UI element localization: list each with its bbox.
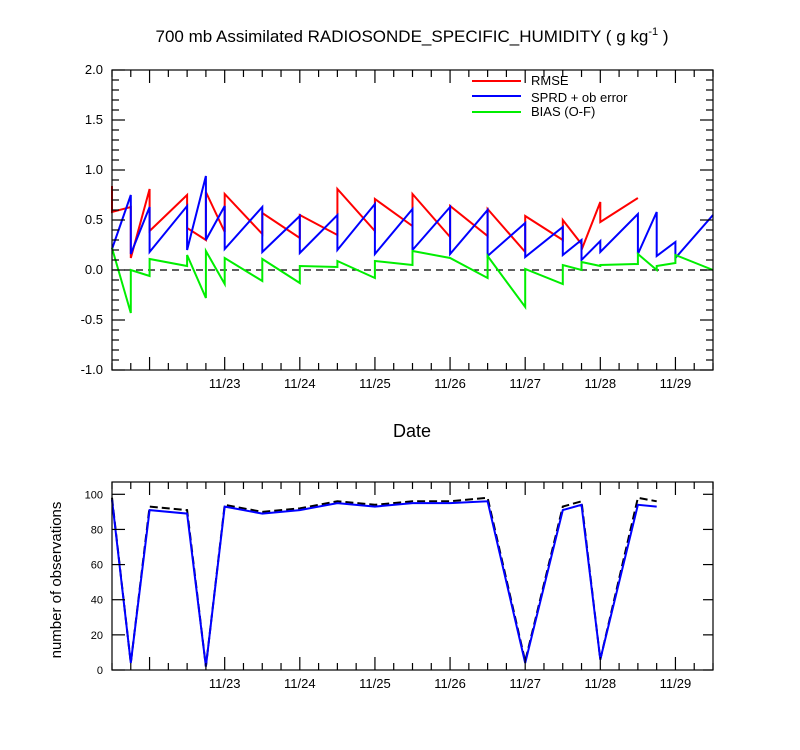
x-tick-label: 11/24 (284, 676, 316, 691)
y-tick-label: 20 (91, 630, 103, 642)
x-tick-label: 11/27 (509, 676, 541, 691)
x-tick-label: 11/28 (585, 376, 617, 391)
legend-label-rmse: RMSE (531, 73, 569, 88)
y-tick-label: 0.0 (85, 262, 103, 277)
chart-title-exponent: -1 (648, 26, 658, 38)
legend: RMSE SPRD + ob error BIAS (O-F) (472, 73, 628, 119)
series-line-bias-o-f-0 (111, 247, 714, 314)
y-tick-label: -1.0 (81, 362, 103, 377)
bottom-panel: 11/23 11/24 11/25 11/26 11/27 11/28 11/29 0 20 40… (48, 481, 714, 691)
top-panel: 11/23 11/24 11/25 11/26 11/27 11/28 11/29 -1.0 -… (81, 62, 714, 441)
x-tick-label: 11/27 (509, 376, 541, 391)
legend-label-bias: BIAS (O-F) (531, 104, 595, 119)
x-tick-label: 11/28 (585, 676, 617, 691)
x-tick-label: 11/23 (209, 676, 241, 691)
series-line-sprd-ob-error-0 (111, 175, 714, 263)
x-tick-label: 11/29 (660, 376, 692, 391)
y-tick-label: 0.5 (85, 212, 103, 227)
top-panel-ticks (111, 69, 714, 371)
bottom-panel-marks (111, 496, 657, 667)
chart-title-main: 700 mb Assimilated RADIOSONDE_SPECIFIC_H… (156, 27, 649, 46)
x-tick-label: 11/25 (359, 376, 391, 391)
y-tick-label: 1.5 (85, 112, 103, 127)
x-tick-label: 11/26 (434, 376, 466, 391)
bottom-panel-tick-labels: 11/23 11/24 11/25 11/26 11/27 11/28 11/29 0 20 40… (85, 489, 692, 691)
y-axis-label-observations: number of observations (48, 502, 65, 659)
x-tick-label: 11/25 (359, 676, 391, 691)
y-tick-label: 0 (97, 665, 103, 677)
legend-label-sprd: SPRD + ob error (531, 90, 628, 105)
y-tick-label: 80 (91, 524, 103, 536)
y-tick-label: 1.0 (85, 162, 103, 177)
y-tick-label: 60 (91, 560, 103, 572)
series-line-series-0-1 (111, 496, 657, 667)
x-tick-label: 11/23 (209, 376, 241, 391)
x-tick-label: 11/29 (660, 676, 692, 691)
chart-title-close: ) (658, 27, 668, 46)
y-tick-label: 2.0 (85, 62, 103, 77)
series-line-series-1-1 (111, 499, 657, 667)
y-tick-label: 100 (85, 489, 103, 501)
bottom-panel-ticks (111, 482, 714, 671)
y-tick-label: -0.5 (81, 312, 103, 327)
x-axis-label: Date (393, 421, 431, 441)
top-panel-tick-labels: 11/23 11/24 11/25 11/26 11/27 11/28 11/29 -1.0 -… (81, 62, 692, 391)
y-tick-label: 40 (91, 595, 103, 607)
chart-title: 700 mb Assimilated RADIOSONDE_SPECIFIC_H… (156, 26, 669, 46)
x-tick-label: 11/26 (434, 676, 466, 691)
top-panel-marks (111, 175, 714, 314)
x-tick-label: 11/24 (284, 376, 316, 391)
